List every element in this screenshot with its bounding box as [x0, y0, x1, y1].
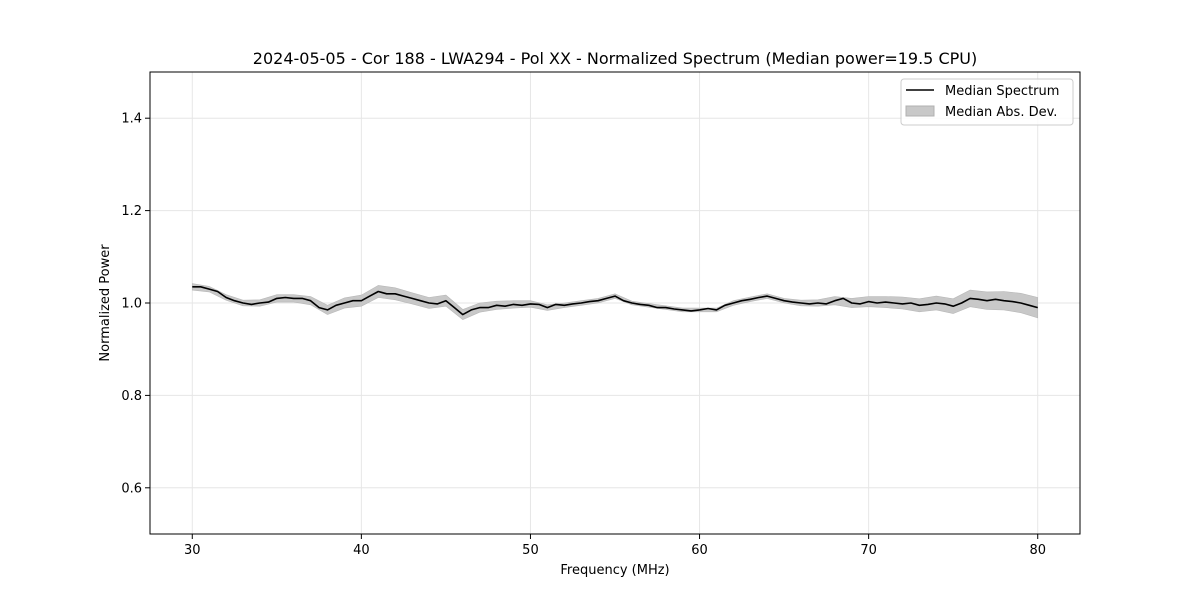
legend-box	[900, 78, 1074, 126]
mad-band-layer	[192, 283, 1038, 320]
x-tick-label-3: 60	[691, 543, 708, 558]
x-tick-label-4: 70	[860, 543, 877, 558]
median-abs-dev-band	[192, 283, 1038, 320]
x-axis-label: Frequency (MHz)	[560, 563, 669, 578]
legend-band-swatch	[905, 105, 935, 117]
x-ticks: 30 40 50 60 70 80	[184, 534, 1046, 558]
y-tick-label-2: 1.0	[121, 297, 142, 312]
y-tick-label-4: 1.4	[121, 112, 142, 127]
chart-title: 2024-05-05 - Cor 188 - LWA294 - Pol XX -…	[253, 49, 977, 68]
y-ticks: 0.6 0.8 1.0 1.2 1.4	[121, 112, 150, 496]
y-tick-label-1: 0.8	[121, 389, 142, 404]
legend-label-median-spectrum: Median Spectrum	[945, 84, 1059, 99]
x-tick-label-0: 30	[184, 543, 201, 558]
x-tick-label-2: 50	[522, 543, 539, 558]
x-tick-label-1: 40	[353, 543, 370, 558]
legend: Median Spectrum Median Abs. Dev.	[900, 78, 1074, 126]
median-spectrum-line	[192, 285, 1038, 316]
y-tick-label-3: 1.2	[121, 204, 142, 219]
median-line-layer	[192, 285, 1038, 316]
x-tick-label-5: 80	[1029, 543, 1046, 558]
legend-label-median-abs-dev: Median Abs. Dev.	[945, 105, 1057, 120]
y-axis-label: Normalized Power	[98, 244, 113, 362]
y-tick-label-0: 0.6	[121, 481, 142, 496]
